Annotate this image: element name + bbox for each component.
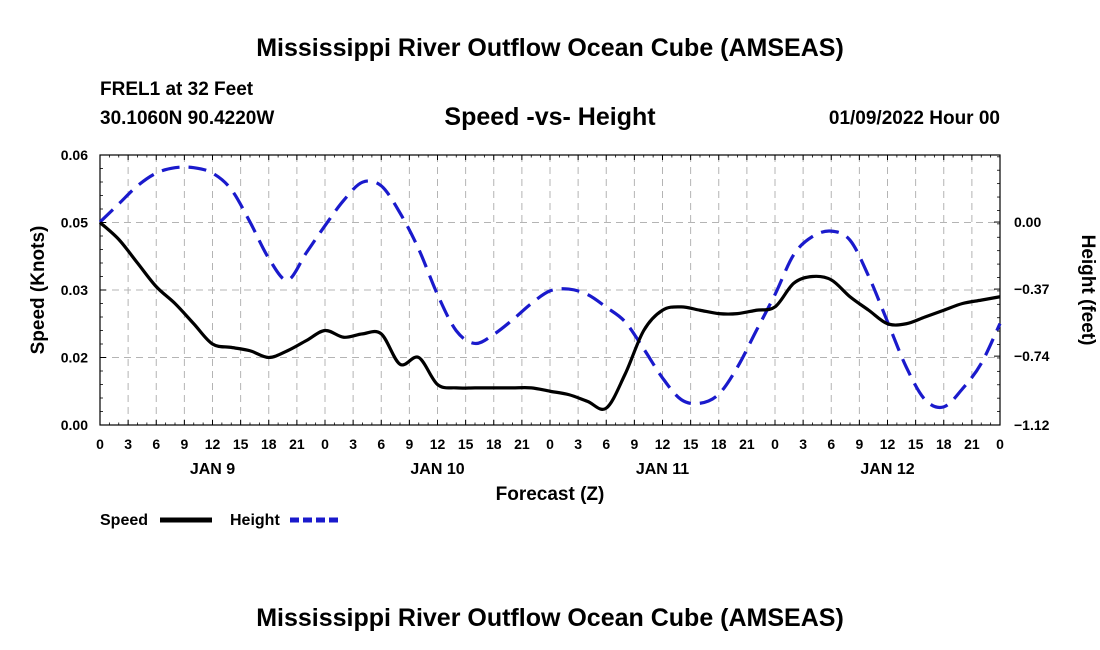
legend-speed-label: Speed — [100, 512, 148, 529]
series-line-height — [98, 165, 1002, 410]
y-tick-label: 0.00 — [61, 417, 88, 433]
x-tick-label: 0 — [96, 436, 104, 452]
x-day-label: JAN 10 — [410, 461, 464, 478]
x-tick-label: 6 — [152, 436, 160, 452]
x-tick-label: 15 — [458, 436, 474, 452]
y2-tick-label: −1.12 — [1014, 417, 1050, 433]
axes: 0 3 6 9 12 15 18 21 0 3 6 9 12 15 18 21 0 3 6 9 12 15 18 21 0 3 6 9… — [61, 147, 1050, 478]
y2-tick-label: −0.37 — [1014, 281, 1050, 297]
x-axis-label: Forecast (Z) — [496, 484, 605, 505]
x-tick-label: 9 — [180, 436, 188, 452]
forecast-datetime: 01/09/2022 Hour 00 — [829, 108, 1000, 129]
x-tick-label: 12 — [430, 436, 446, 452]
x-tick-label: 21 — [964, 436, 980, 452]
x-tick-label: 15 — [908, 436, 924, 452]
series-layer — [98, 165, 1002, 411]
x-tick-label: 12 — [205, 436, 221, 452]
x-tick-label: 6 — [377, 436, 385, 452]
y2-tick-label: −0.74 — [1014, 348, 1050, 364]
y-tick-label: 0.06 — [61, 147, 88, 163]
x-tick-label: 9 — [405, 436, 413, 452]
x-tick-label: 6 — [827, 436, 835, 452]
x-tick-label: 18 — [711, 436, 727, 452]
station-coordinates: 30.1060N 90.4220W — [100, 108, 274, 129]
x-tick-label: 3 — [799, 436, 807, 452]
x-tick-label: 9 — [855, 436, 863, 452]
x-tick-label: 0 — [996, 436, 1004, 452]
page-title-bottom: Mississippi River Outflow Ocean Cube (AM… — [256, 604, 844, 632]
y-tick-label: 0.05 — [61, 215, 88, 231]
x-tick-label: 18 — [486, 436, 502, 452]
chart-subtitle: Speed -vs- Height — [444, 103, 656, 131]
x-tick-label: 3 — [574, 436, 582, 452]
x-tick-label: 15 — [233, 436, 249, 452]
x-tick-label: 12 — [880, 436, 896, 452]
series-line-speed — [98, 221, 1001, 411]
x-tick-label: 0 — [321, 436, 329, 452]
x-tick-label: 6 — [602, 436, 610, 452]
x-tick-label: 3 — [124, 436, 132, 452]
y-tick-label: 0.03 — [61, 282, 88, 298]
y2-tick-label: 0.00 — [1014, 214, 1041, 230]
x-tick-label: 18 — [261, 436, 277, 452]
x-tick-label: 21 — [514, 436, 530, 452]
x-day-label: JAN 11 — [636, 461, 689, 478]
x-tick-label: 21 — [289, 436, 305, 452]
page-title-top: Mississippi River Outflow Ocean Cube (AM… — [256, 34, 844, 62]
station-name: FREL1 at 32 Feet — [100, 79, 254, 100]
y-tick-label: 0.02 — [61, 350, 88, 366]
x-tick-label: 12 — [655, 436, 671, 452]
y2-axis-label: Height (feet) — [1077, 235, 1098, 346]
x-tick-label: 21 — [739, 436, 755, 452]
x-day-label: JAN 9 — [190, 461, 235, 478]
x-tick-label: 18 — [936, 436, 952, 452]
x-tick-label: 15 — [683, 436, 699, 452]
legend: Speed Height — [100, 512, 342, 529]
x-tick-label: 3 — [349, 436, 357, 452]
y-axis-label: Speed (Knots) — [28, 226, 49, 355]
x-tick-label: 0 — [546, 436, 554, 452]
x-tick-label: 9 — [630, 436, 638, 452]
x-tick-label: 0 — [771, 436, 779, 452]
legend-height-label: Height — [230, 512, 280, 529]
x-day-label: JAN 12 — [860, 461, 914, 478]
